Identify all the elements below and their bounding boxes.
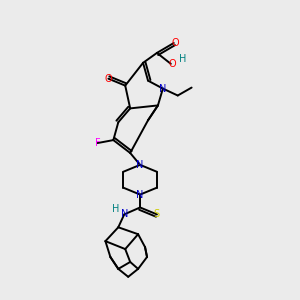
Text: N: N (136, 190, 144, 200)
Text: O: O (105, 74, 112, 84)
Text: N: N (159, 84, 167, 94)
Text: H: H (179, 54, 186, 64)
Text: N: N (136, 160, 144, 170)
Text: N: N (121, 209, 128, 219)
Text: O: O (172, 38, 180, 48)
Text: F: F (95, 138, 100, 148)
Text: O: O (169, 59, 177, 69)
Text: H: H (112, 204, 119, 214)
Text: S: S (154, 209, 160, 219)
